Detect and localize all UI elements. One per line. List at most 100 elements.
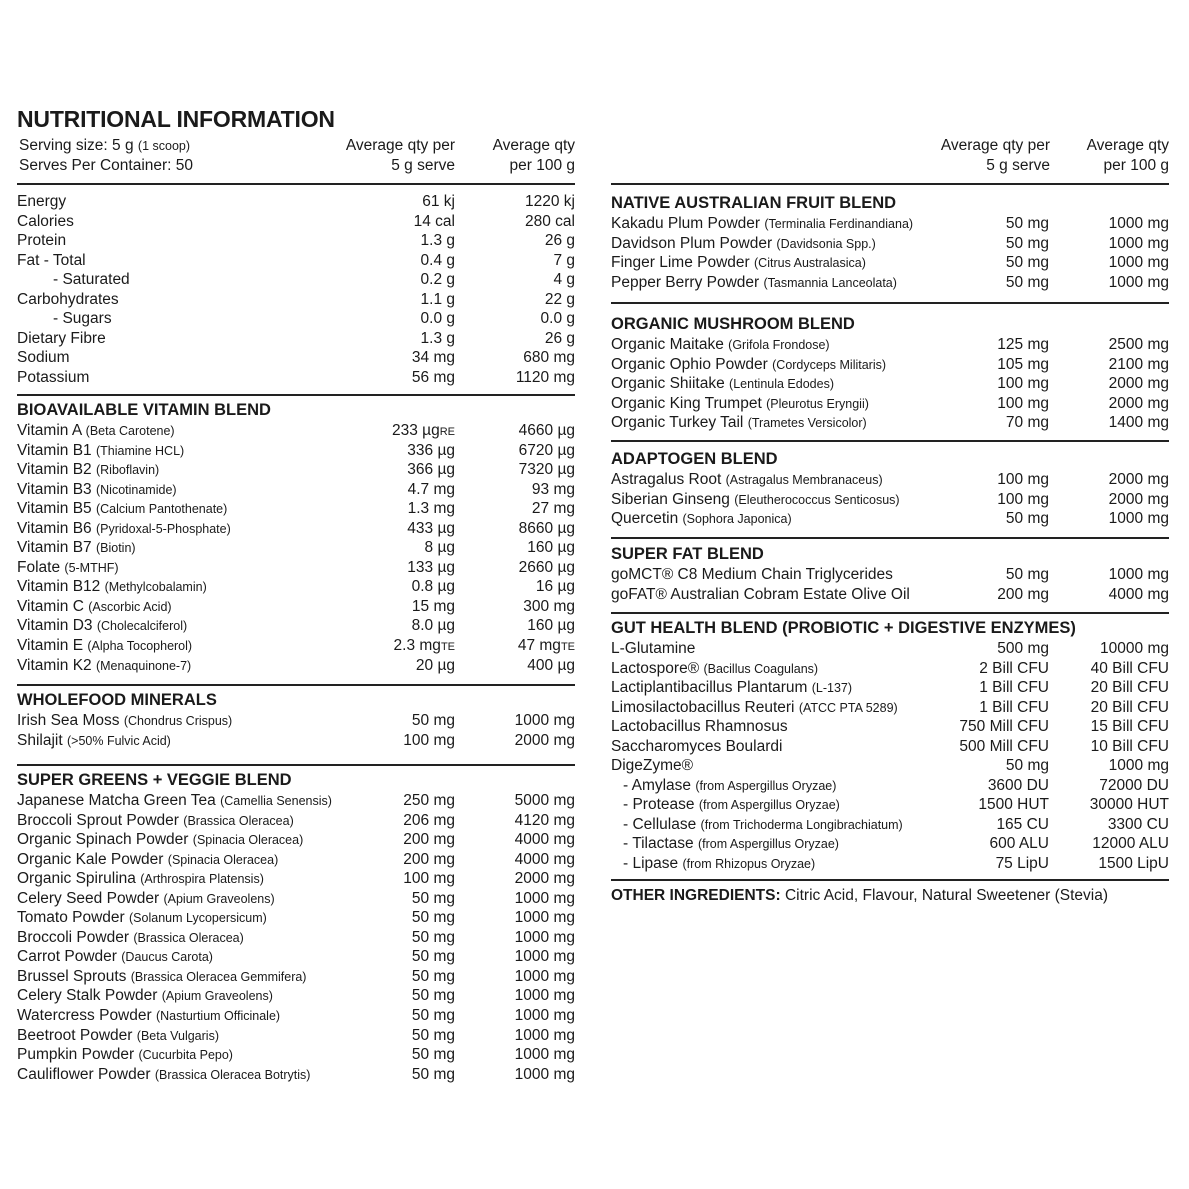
per-100g-amount: 16 µg xyxy=(535,578,575,596)
per-100g-value: 1000 mg xyxy=(1109,756,1169,776)
per-serve-amount: 75 LipU xyxy=(995,855,1049,873)
per-serve-amount: 100 mg xyxy=(997,471,1049,488)
per-100g-value: 26 g xyxy=(545,329,575,349)
per-100g-value: 1000 mg xyxy=(515,908,575,928)
section-title: SUPER FAT BLEND xyxy=(611,545,764,563)
per-serve-amount: 100 mg xyxy=(403,731,455,749)
per-100g-value: 2000 mg xyxy=(1109,394,1169,414)
per-100g-value: 400 µg xyxy=(527,656,575,676)
per-serve-value: 1.3 g xyxy=(421,231,455,251)
per-100g-amount: 680 mg xyxy=(523,349,575,367)
per-serve-amount: 50 mg xyxy=(411,712,455,729)
section-title: ORGANIC MUSHROOM BLEND xyxy=(611,315,855,333)
nutrient-row: Limosilactobacillus Reuteri (ATCC PTA 52… xyxy=(611,698,1169,718)
per-serve-value: 125 mg xyxy=(997,335,1049,355)
nutrient-source: (Methylcobalamin) xyxy=(104,580,207,595)
nutrient-row: Vitamin A (Beta Carotene) 233 µgRE 4660 µg xyxy=(17,421,575,441)
per-100g-value: 27 mg xyxy=(532,499,575,519)
nutrient-label: Carrot Powder xyxy=(17,948,117,966)
nutrient-name: Vitamin C (Ascorbic Acid) xyxy=(17,597,172,618)
per-serve-amount: 50 mg xyxy=(1005,566,1049,583)
nutrient-source: (from Aspergillus Oryzae) xyxy=(697,837,839,852)
nutrient-name: Carbohydrates xyxy=(17,290,119,310)
nutrient-name: Shilajit (>50% Fulvic Acid) xyxy=(17,731,171,752)
per-100g-amount: 1400 mg xyxy=(1108,414,1169,432)
nutrient-label: Watercress Powder xyxy=(17,1007,152,1025)
per-serve-amount: 2.3 mg xyxy=(393,637,441,655)
per-100g-amount: 1000 mg xyxy=(514,1026,575,1044)
nutrient-source: (Lentinula Edodes) xyxy=(729,377,834,392)
nutrient-source: (Arthrospira Platensis) xyxy=(140,872,264,887)
per-serve-amount: 1.3 mg xyxy=(407,500,455,518)
nutrient-row: Protein 1.3 g 26 g xyxy=(17,231,575,251)
per-serve-amount: 50 mg xyxy=(411,1007,455,1025)
nutrient-name: Organic Shiitake (Lentinula Edodes) xyxy=(611,374,834,395)
nutrient-name: Vitamin A (Beta Carotene) xyxy=(17,421,175,442)
divider xyxy=(611,302,1169,304)
per-serve-value: 50 mg xyxy=(1006,214,1049,234)
per-serve-amount: 50 mg xyxy=(1005,510,1049,528)
nutrient-row: Beetroot Powder (Beta Vulgaris) 50 mg 1000… xyxy=(17,1026,575,1046)
nutrient-label: Broccoli Powder xyxy=(17,928,129,946)
nutrient-source: (Pleurotus Eryngii) xyxy=(766,396,869,411)
nutrient-label: Sodium xyxy=(17,349,70,367)
per-100g-amount: 1000 mg xyxy=(514,712,575,729)
nutrient-row: - Sugars 0.0 g 0.0 g xyxy=(17,309,575,329)
per-100g-value: 4 g xyxy=(553,270,575,290)
nutrient-source: (Grifola Frondose) xyxy=(728,338,830,352)
nutrient-name: goMCT® C8 Medium Chain Triglycerides xyxy=(611,565,893,585)
per-100g-value: 5000 mg xyxy=(515,791,575,811)
nutrient-label: Celery Seed Powder xyxy=(17,889,160,907)
per-serve-amount: 105 mg xyxy=(997,355,1049,373)
nutrient-row: Potassium 56 mg 1120 mg xyxy=(17,368,575,388)
per-100g-amount: 40 Bill CFU xyxy=(1090,659,1169,677)
nutrient-source: (Calcium Pantothenate) xyxy=(95,502,228,517)
per-100g-amount: 20 Bill CFU xyxy=(1090,679,1169,697)
nutrient-name: Vitamin E (Alpha Tocopherol) xyxy=(17,636,192,657)
nutrient-label: Vitamin K2 xyxy=(17,656,92,674)
nutrient-row: Watercress Powder (Nasturtium Officinale… xyxy=(17,1006,575,1026)
per-100g-value: 1220 kj xyxy=(525,192,575,212)
nutrient-name: Vitamin B5 (Calcium Pantothenate) xyxy=(17,499,227,520)
per-serve-value: 4.7 mg xyxy=(408,480,455,500)
nutrient-label: Organic Maitake xyxy=(611,336,724,353)
per-100g-value: 0.0 g xyxy=(541,309,575,329)
serves-per-container: Serves Per Container: 50 xyxy=(19,157,194,174)
nutrient-label: Celery Stalk Powder xyxy=(17,987,158,1005)
section-organic-mushroom-blend: ORGANIC MUSHROOM BLEND Organic Maitake (G… xyxy=(611,313,1169,433)
per-100g-value: 20 Bill CFU xyxy=(1091,678,1169,698)
per-serve-amount: 0.2 g xyxy=(420,271,455,289)
per-serve-value: 50 mg xyxy=(412,1006,455,1026)
nutrient-name: Broccoli Sprout Powder (Brassica Olerace… xyxy=(17,811,294,832)
per-serve-amount: 600 ALU xyxy=(989,835,1049,853)
per-100g-amount: 1120 mg xyxy=(515,368,575,386)
nutrient-source: (Daucus Carota) xyxy=(121,950,213,965)
per-serve-amount: 50 mg xyxy=(1005,273,1049,291)
nutrient-name: Limosilactobacillus Reuteri (ATCC PTA 52… xyxy=(611,698,898,719)
per-100g-amount: 27 mg xyxy=(531,500,575,518)
nutrient-name: Kakadu Plum Powder (Terminalia Ferdinand… xyxy=(611,214,913,235)
nutrient-source: (Citrus Australasica) xyxy=(754,256,866,271)
per-serve-value: 50 mg xyxy=(412,967,455,987)
serving-note: (1 scoop) xyxy=(137,139,191,153)
per-serve-amount: 500 Mill CFU xyxy=(959,737,1049,755)
nutrient-row: goFAT® Australian Cobram Estate Olive Oi… xyxy=(611,585,1169,605)
other-ingredients-text: Citric Acid, Flavour, Natural Sweetener … xyxy=(780,887,1109,904)
per-serve-value: 336 µg xyxy=(407,441,455,461)
nutrient-row: Fat - Total 0.4 g 7 g xyxy=(17,251,575,271)
nutrient-name: - Lipase (from Rhizopus Oryzae) xyxy=(623,854,815,875)
nutrient-source: (Terminalia Ferdinandiana) xyxy=(764,217,914,231)
per-100g-value: 2500 mg xyxy=(1109,335,1169,355)
nutrient-row: Finger Lime Powder (Citrus Australasica)… xyxy=(611,253,1169,273)
nutrient-name: Organic Ophio Powder (Cordyceps Militari… xyxy=(611,355,886,376)
per-serve-value: 1.1 g xyxy=(421,290,455,310)
per-100g-amount: 1000 mg xyxy=(1108,215,1169,232)
per-100g-amount: 1000 mg xyxy=(1108,510,1169,528)
per-100g-value: 2000 mg xyxy=(1109,470,1169,490)
nutrient-label: Vitamin D3 xyxy=(17,617,93,635)
per-serve-amount: 366 µg xyxy=(407,461,455,479)
per-serve-value: 0.4 g xyxy=(421,251,455,271)
per-100g-amount: 4000 mg xyxy=(1108,585,1169,603)
nutrient-row: Irish Sea Moss (Chondrus Crispus) 50 mg 10… xyxy=(17,711,575,731)
per-serve-value: 0.8 µg xyxy=(412,577,455,597)
